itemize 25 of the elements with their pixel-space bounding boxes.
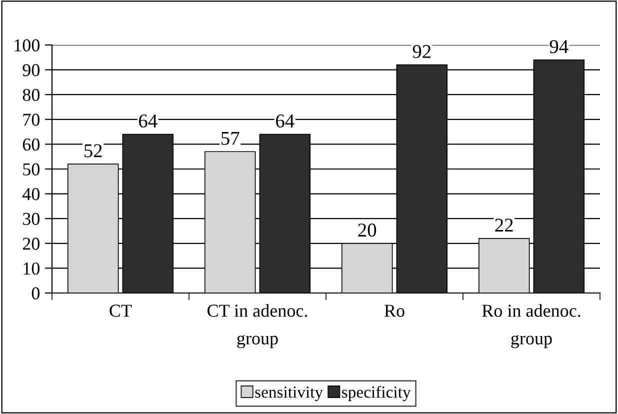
data-label: 57 — [222, 132, 240, 145]
y-tick-label: 100 — [14, 39, 40, 52]
y-tick-label: 60 — [22, 138, 40, 151]
y-tick-label: 50 — [23, 163, 40, 176]
legend-label: specificity — [342, 386, 411, 402]
y-tick-label: 90 — [22, 64, 40, 76]
data-label: 20 — [358, 224, 376, 237]
data-label: 52 — [84, 144, 102, 158]
data-label: 94 — [550, 40, 568, 54]
x-tick-label: CT — [110, 304, 132, 317]
y-tick-label: 80 — [22, 88, 40, 102]
x-tick-label: Ro — [384, 304, 404, 317]
data-label: 64 — [139, 114, 158, 128]
y-tick-label: 20 — [22, 238, 40, 250]
y-tick-label: 10 — [24, 262, 40, 275]
data-label: 92 — [412, 45, 431, 58]
y-tick-label: 30 — [23, 212, 40, 226]
x-tick-label: CT in adenoc. group — [208, 304, 308, 348]
data-label: 64 — [276, 114, 294, 128]
y-tick-label: 40 — [22, 188, 40, 200]
y-tick-label: 0 — [32, 287, 40, 300]
x-tick-label: Ro in adenoc. group — [482, 304, 580, 348]
data-label: 22 — [495, 218, 513, 232]
legend-label: sensitivity — [255, 386, 323, 402]
y-tick-label: 70 — [23, 114, 40, 126]
